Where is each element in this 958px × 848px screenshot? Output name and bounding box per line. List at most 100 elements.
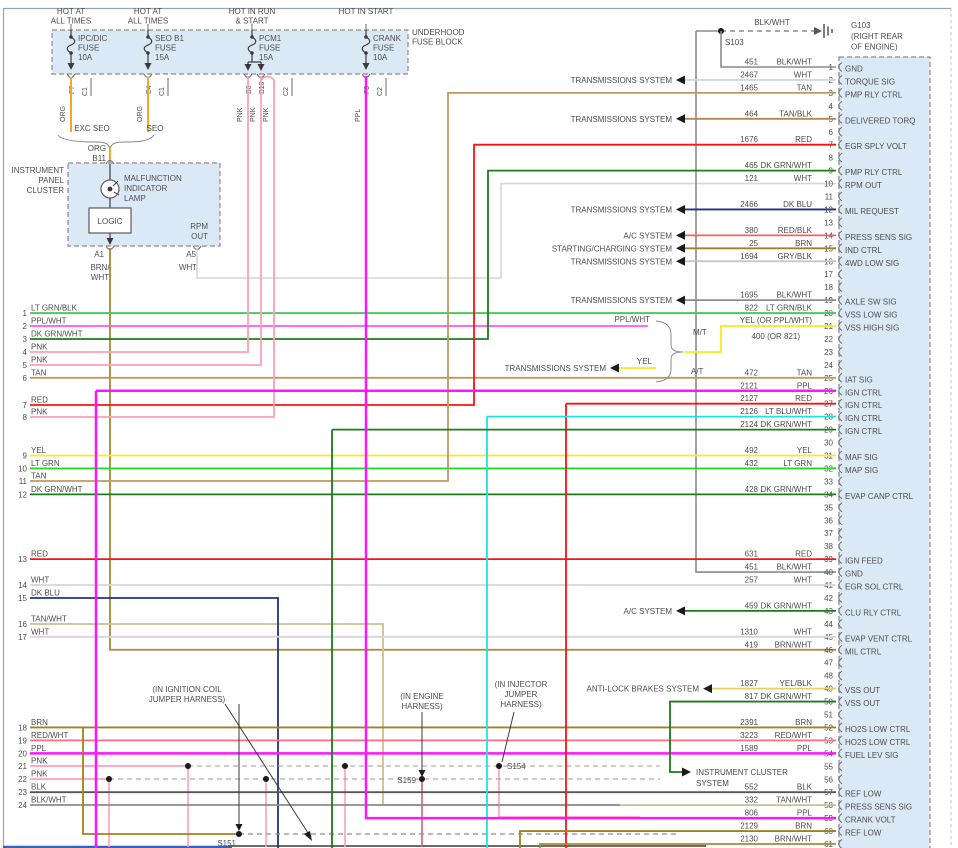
system-label: TRANSMISSIONS SYSTEM — [571, 257, 673, 266]
harness-note: HARNESS) — [500, 700, 542, 709]
fuse-element-icon — [143, 36, 153, 54]
arrow-down-icon — [304, 831, 312, 841]
fuse-label: 10A — [373, 53, 388, 62]
left-row-number: 12 — [18, 490, 27, 499]
pcm-pin-number: 40 — [824, 568, 833, 577]
wire-bridge — [260, 75, 275, 81]
pcm-pin-number: 1 — [829, 63, 834, 72]
pcm-pin-icon — [838, 230, 843, 241]
wire-color-label: PPL — [31, 744, 47, 753]
pcm-pin-label: DELIVERED TORQ — [845, 116, 915, 125]
pcm-pin-label: VSS LOW SIG — [845, 311, 897, 320]
wire-tan-pmp — [30, 92, 836, 482]
wire-number-label: 1827 — [740, 679, 758, 688]
arrow-left-icon — [610, 363, 619, 373]
pcm-pin-number: 11 — [825, 193, 834, 202]
wire-color-label: YEL — [637, 357, 653, 366]
wire-number-label: 2391 — [740, 718, 758, 727]
connector-id: C1 — [159, 87, 166, 96]
pcm-pin-icon — [838, 450, 843, 461]
wire-number-label: 2130 — [740, 835, 758, 844]
wire-number-label: 552 — [745, 783, 759, 792]
wire-color-label: LT BLU/WHT — [765, 407, 812, 416]
pcm-pin-icon — [838, 75, 843, 85]
pcm-pin-number: 17 — [824, 270, 833, 279]
wire-color-label: WHT — [794, 576, 812, 585]
wire-color-label: BRN/WHT — [775, 640, 812, 649]
wire-color-label: BRN/ — [90, 263, 110, 272]
pcm-pin-label: HO2S LOW CTRL — [845, 738, 911, 747]
wire-gnd-pin1 — [720, 31, 836, 68]
wire-number-label: 822 — [745, 304, 759, 313]
wire-brn-reflow — [519, 830, 836, 848]
pcm-pin-label: GND — [845, 570, 863, 579]
pcm-pin-label: IGN CTRL — [845, 427, 883, 436]
harness-note: (IN INJECTOR — [495, 680, 548, 689]
wire-color-label: ORG — [60, 106, 67, 122]
arrow-left-icon — [676, 606, 685, 616]
wire-color-label: YEL/BLK — [780, 679, 813, 688]
pcm-pin-icon — [838, 657, 843, 668]
wire-number-label: 332 — [745, 796, 759, 805]
wire-color-label: BLK/WHT — [776, 563, 812, 572]
system-label: TRANSMISSIONS SYSTEM — [571, 205, 673, 214]
arrow-down-icon — [244, 64, 252, 71]
pcm-pin-icon — [838, 722, 843, 733]
seo-label: EXC SEO — [74, 124, 110, 133]
wire-color-label: TAN/WHT — [31, 615, 67, 624]
fuse-label: 15A — [155, 53, 170, 62]
pcm-pin-icon — [838, 774, 843, 785]
wire-color-label: TAN — [31, 368, 47, 377]
fuse-label: IPC/DIC — [78, 34, 108, 43]
left-row-number: 10 — [18, 464, 27, 473]
wire-brnwht-61 — [539, 843, 836, 848]
arrow-down-icon — [362, 63, 370, 70]
wire-color-label: DK GRN/WHT — [760, 420, 812, 429]
pcm-pin-label: FUEL LEV SIG — [845, 751, 899, 760]
pcm-pin-icon — [838, 541, 843, 552]
wire-number-label: 257 — [745, 576, 759, 585]
pcm-pin-icon — [838, 489, 843, 500]
wire-color-label: TAN/BLK — [779, 109, 812, 118]
pcm-pin-icon — [838, 321, 843, 331]
pcm-pin-number: 47 — [824, 659, 833, 668]
wire-number-label: 1676 — [740, 135, 758, 144]
fuse-label: CRANK — [373, 34, 402, 43]
pcm-pin-number: 10 — [824, 180, 833, 189]
pcm-pin-number: 56 — [824, 775, 833, 784]
pcm-pin-label: MAP SIG — [845, 466, 878, 475]
pcm-pin-icon — [838, 178, 843, 189]
splice-label: S159 — [397, 776, 416, 785]
fuse-label: FUSE — [259, 44, 280, 53]
mt-label: M/T — [693, 328, 707, 337]
mil-lamp-label: MALFUNCTION — [124, 174, 182, 183]
splice-label: S103 — [725, 38, 744, 47]
wire-number-label: 2121 — [740, 381, 758, 390]
pcm-pin-label: PRESS SENS SIG — [845, 233, 912, 242]
pcm-pin-label: MIL CTRL — [845, 647, 882, 656]
pcm-pin-icon — [838, 761, 843, 772]
wire-color-label: BLK — [797, 783, 813, 792]
rpm-out-label: OUT — [191, 232, 208, 241]
connector-id: C2 — [377, 87, 384, 96]
wire-color-label: BRN/WHT — [775, 835, 812, 844]
wire-color-label: BLK/WHT — [776, 291, 812, 300]
wire-pnk-tap — [30, 80, 275, 418]
wire-number-label: 464 — [745, 109, 759, 118]
pcm-pin-icon — [838, 359, 843, 370]
wire-color-label: PPL/WHT — [31, 317, 67, 326]
wire-number-label: 428 — [745, 485, 759, 494]
wire-number-label: 2129 — [740, 822, 758, 831]
wire-number-label: 380 — [745, 226, 759, 235]
pcm-pin-icon — [838, 580, 843, 590]
pcm-pin-label: REF LOW — [845, 790, 882, 799]
left-row-number: 3 — [23, 335, 28, 344]
wire-color-label: BRN — [31, 718, 48, 727]
harness-note: JUMPER HARNESS) — [149, 695, 226, 704]
left-row-number: 15 — [18, 594, 27, 603]
wire-brn-s151 — [82, 727, 239, 835]
ground-location: (RIGHT REAR — [851, 32, 903, 41]
splice-dot — [342, 763, 348, 769]
wire-color-label: DK BLU — [31, 589, 60, 598]
wire-number-label: 1694 — [740, 252, 758, 261]
